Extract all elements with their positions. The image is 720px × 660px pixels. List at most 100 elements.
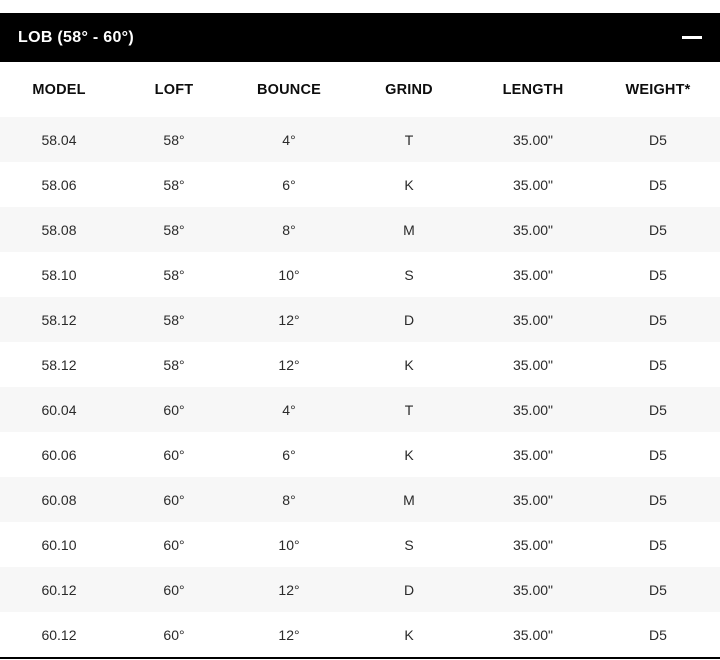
table-row: 58.06 58° 6° K 35.00" D5 <box>0 162 720 207</box>
table-cell: D5 <box>649 446 667 463</box>
table-header-row: MODEL LOFT BOUNCE GRIND LENGTH WEIGHT* <box>0 62 720 117</box>
table-cell: 60.12 <box>41 581 77 598</box>
table-cell: 35.00" <box>512 536 553 553</box>
table-cell: 58° <box>163 266 185 283</box>
table-cell: 35.00" <box>512 221 553 238</box>
table-cell: 12° <box>278 581 300 598</box>
table-cell: 12° <box>278 311 300 328</box>
table-row: 58.12 58° 12° D 35.00" D5 <box>0 297 720 342</box>
table-cell: S <box>404 536 414 553</box>
spec-table: MODEL LOFT BOUNCE GRIND LENGTH WEIGHT* 5… <box>0 62 720 657</box>
table-cell: D5 <box>649 581 667 598</box>
table-cell: 58° <box>163 356 185 373</box>
table-body: 58.04 58° 4° T 35.00" D5 58.06 58° 6° K 35.00" D5 58… <box>0 117 720 657</box>
col-header-weight: WEIGHT* <box>596 62 720 117</box>
table-cell: 35.00" <box>512 311 553 328</box>
table-cell: T <box>404 401 414 418</box>
table-cell: D5 <box>649 311 667 328</box>
table-cell: 10° <box>278 266 300 283</box>
table-cell: 6° <box>282 446 296 463</box>
table-cell: K <box>404 176 414 193</box>
table-cell: 58.12 <box>41 356 77 373</box>
accordion-header-lob[interactable]: LOB (58° - 60°) <box>0 13 720 62</box>
table-cell: 60.08 <box>41 491 77 508</box>
col-header-loft: LOFT <box>118 62 230 117</box>
table-cell: 35.00" <box>512 581 553 598</box>
table-cell: 60.04 <box>41 401 77 418</box>
table-cell: D5 <box>649 176 667 193</box>
table-cell: D5 <box>649 626 667 643</box>
table-cell: K <box>404 446 414 463</box>
table-cell: 6° <box>282 176 296 193</box>
table-row: 58.04 58° 4° T 35.00" D5 <box>0 117 720 162</box>
table-cell: 35.00" <box>512 131 553 148</box>
table-cell: 58.08 <box>41 221 77 238</box>
bottom-divider <box>0 657 720 659</box>
table-cell: 12° <box>278 356 300 373</box>
table-cell: 58.06 <box>41 176 77 193</box>
table-row: 60.12 60° 12° D 35.00" D5 <box>0 567 720 612</box>
table-cell: 35.00" <box>512 401 553 418</box>
table-row: 60.10 60° 10° S 35.00" D5 <box>0 522 720 567</box>
table-row: 60.12 60° 12° K 35.00" D5 <box>0 612 720 657</box>
table-cell: 35.00" <box>512 176 553 193</box>
table-cell: D5 <box>649 266 667 283</box>
table-row: 58.08 58° 8° M 35.00" D5 <box>0 207 720 252</box>
table-cell: 58.04 <box>41 131 77 148</box>
table-cell: 4° <box>282 401 296 418</box>
table-cell: 58° <box>163 176 185 193</box>
table-cell: 35.00" <box>512 356 553 373</box>
table-cell: 8° <box>282 221 296 238</box>
table-cell: D <box>403 581 415 598</box>
table-cell: 58° <box>163 131 185 148</box>
table-cell: K <box>404 356 414 373</box>
table-cell: 4° <box>282 131 296 148</box>
table-cell: 12° <box>278 626 300 643</box>
table-row: 60.06 60° 6° K 35.00" D5 <box>0 432 720 477</box>
table-cell: 60.12 <box>41 626 77 643</box>
table-cell: T <box>404 131 414 148</box>
table-cell: 60° <box>163 626 185 643</box>
table-cell: D5 <box>649 491 667 508</box>
table-cell: D5 <box>649 536 667 553</box>
table-row: 58.12 58° 12° K 35.00" D5 <box>0 342 720 387</box>
table-cell: 8° <box>282 491 296 508</box>
table-cell: 58° <box>163 311 185 328</box>
table-row: 60.04 60° 4° T 35.00" D5 <box>0 387 720 432</box>
table-cell: 60° <box>163 581 185 598</box>
table-cell: M <box>403 491 415 508</box>
table-cell: 35.00" <box>512 446 553 463</box>
table-cell: 60.10 <box>41 536 77 553</box>
table-cell: 60° <box>163 401 185 418</box>
table-cell: S <box>404 266 414 283</box>
table-cell: 35.00" <box>512 266 553 283</box>
top-strip <box>0 0 720 13</box>
col-header-bounce: BOUNCE <box>230 62 348 117</box>
table-cell: K <box>404 626 414 643</box>
section-title: LOB (58° - 60°) <box>18 28 134 46</box>
col-header-length: LENGTH <box>470 62 596 117</box>
table-cell: M <box>403 221 415 238</box>
table-cell: 60° <box>163 536 185 553</box>
table-cell: D5 <box>649 221 667 238</box>
col-header-model: MODEL <box>0 62 118 117</box>
table-cell: 60° <box>163 446 185 463</box>
collapse-minus-icon[interactable] <box>682 36 702 39</box>
table-cell: 35.00" <box>512 491 553 508</box>
table-cell: D <box>403 311 415 328</box>
table-cell: 10° <box>278 536 300 553</box>
table-cell: 35.00" <box>512 626 553 643</box>
table-cell: D5 <box>649 131 667 148</box>
col-header-grind: GRIND <box>348 62 470 117</box>
table-cell: 58.12 <box>41 311 77 328</box>
table-cell: 58° <box>163 221 185 238</box>
table-cell: 60.06 <box>41 446 77 463</box>
table-row: 58.10 58° 10° S 35.00" D5 <box>0 252 720 297</box>
table-cell: D5 <box>649 356 667 373</box>
table-cell: D5 <box>649 401 667 418</box>
table-header: MODEL LOFT BOUNCE GRIND LENGTH WEIGHT* <box>0 62 720 117</box>
table-row: 60.08 60° 8° M 35.00" D5 <box>0 477 720 522</box>
table-cell: 60° <box>163 491 185 508</box>
table-cell: 58.10 <box>41 266 77 283</box>
